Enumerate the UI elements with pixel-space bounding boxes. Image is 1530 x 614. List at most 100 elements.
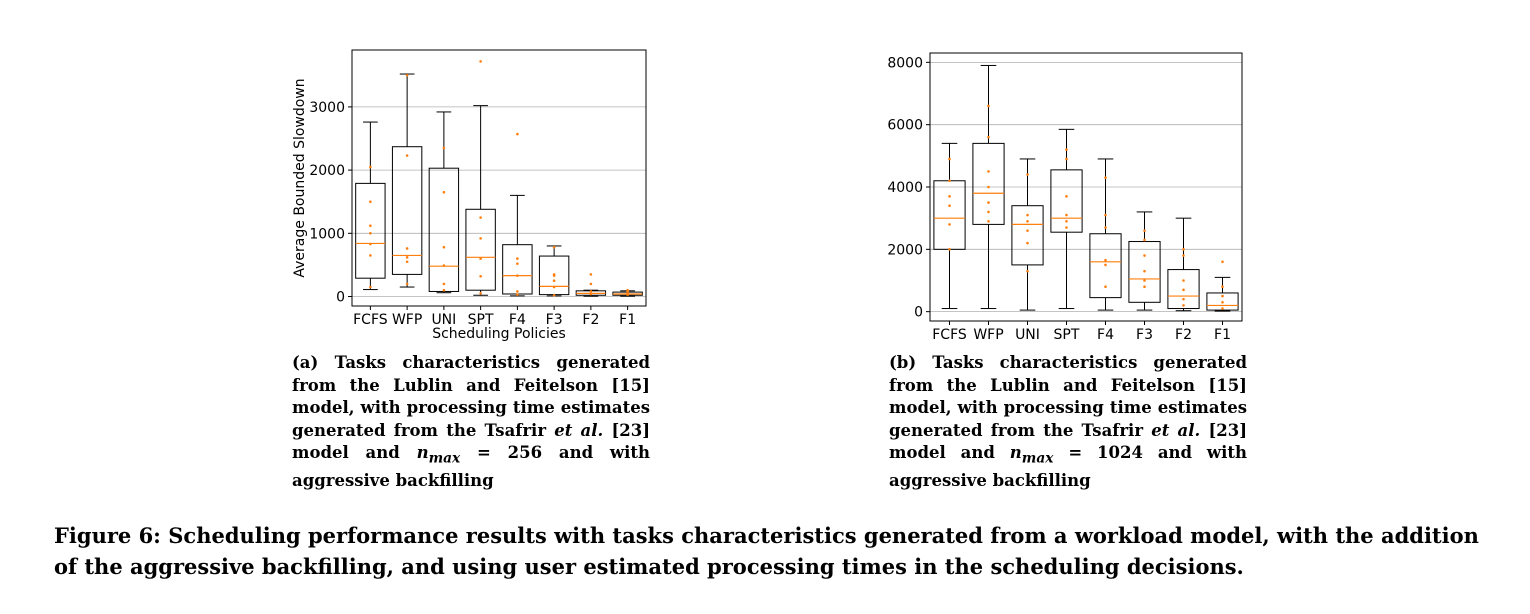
data-point	[552, 293, 556, 297]
x-tick-label: F2	[1175, 327, 1192, 343]
plot-frame	[351, 49, 647, 307]
data-point	[1221, 294, 1224, 298]
data-point	[479, 257, 482, 260]
data-point	[987, 170, 990, 173]
data-point	[987, 201, 990, 204]
x-tick-label: F1	[1214, 327, 1231, 343]
data-point	[1104, 213, 1107, 217]
caption-b-text2: [23] model and	[889, 420, 1248, 463]
y-tick-label: 2000	[887, 242, 923, 258]
y-tick-label: 2000	[309, 163, 345, 179]
data-point	[589, 292, 593, 296]
figure-caption: Figure 6: Scheduling performance results…	[54, 523, 1479, 579]
x-tick-label: WFP	[392, 312, 422, 328]
data-point	[479, 60, 482, 63]
data-point	[1182, 304, 1185, 307]
x-tick-label: UNI	[1015, 327, 1040, 343]
plot-frame	[929, 52, 1243, 322]
data-point	[1143, 285, 1146, 289]
caption-b-label: (b)	[889, 353, 917, 372]
y-tick-label: 4000	[887, 180, 923, 196]
x-tick-label: WFP	[973, 327, 1003, 343]
data-point	[479, 216, 482, 219]
data-point	[442, 245, 446, 249]
caption-a-text1: Tasks characteristics generated from the…	[292, 353, 650, 440]
data-point	[1065, 157, 1068, 161]
chart-b: 0 2000 4000 6000 8000 FCFS WFP UNI SPT F4 F3 F2 F1	[870, 45, 1260, 350]
data-point	[948, 157, 951, 161]
data-point	[1104, 176, 1107, 179]
data-point	[1143, 269, 1146, 273]
data-point	[1026, 229, 1029, 232]
data-point	[589, 282, 593, 286]
data-point	[405, 282, 409, 286]
x-tick-label: FCFS	[353, 312, 388, 328]
data-point	[1182, 297, 1185, 301]
data-point	[1026, 219, 1029, 223]
data-point	[1182, 288, 1185, 292]
caption-b-text1: Tasks characteristics generated from the…	[889, 353, 1247, 440]
data-point	[552, 273, 556, 276]
data-point	[369, 232, 372, 235]
data-point	[405, 73, 409, 77]
box-wfp	[972, 142, 1005, 225]
x-tick-label: F3	[1136, 327, 1153, 343]
data-point	[626, 292, 629, 295]
data-point	[1182, 279, 1185, 282]
data-point	[1143, 279, 1146, 282]
data-point	[405, 260, 409, 264]
x-tick-label: F3	[546, 312, 563, 328]
subfigure-caption-a: (a) Tasks characteristics generated from…	[292, 352, 650, 493]
x-tick-label: FCFS	[932, 327, 967, 343]
y-tick-label: 1000	[309, 226, 345, 242]
data-point	[442, 264, 446, 267]
data-point	[552, 285, 556, 289]
data-point	[948, 179, 951, 183]
box-f1	[1206, 292, 1239, 311]
data-point	[516, 274, 519, 277]
data-point	[479, 237, 482, 240]
y-tick-label: 8000	[887, 55, 923, 71]
box-f4	[502, 244, 533, 295]
x-tick-label: F2	[582, 312, 599, 328]
data-point	[369, 285, 372, 289]
box-spt	[465, 208, 496, 291]
data-point	[516, 257, 519, 260]
data-point	[1143, 254, 1146, 257]
data-point	[516, 132, 519, 136]
data-point	[987, 210, 990, 214]
chart-b-svg: 0 2000 4000 6000 8000 FCFS WFP UNI SPT F4 F3 F2 F1	[887, 52, 1243, 343]
x-tick-label: F4	[1097, 327, 1114, 343]
data-point	[1104, 263, 1107, 267]
data-point	[1026, 213, 1029, 217]
data-point	[626, 288, 629, 292]
box-f3	[1128, 241, 1161, 303]
data-point	[1104, 226, 1107, 229]
data-point	[1065, 219, 1068, 223]
data-point	[1065, 195, 1068, 198]
data-point	[987, 135, 990, 139]
data-point	[552, 279, 556, 283]
box-spt	[1050, 169, 1083, 233]
data-point	[442, 282, 446, 286]
data-point	[1104, 258, 1107, 262]
caption-a-text2: [23] model and	[292, 420, 651, 463]
subfigure-caption-b: (b) Tasks characteristics generated from…	[889, 352, 1247, 493]
data-point	[552, 245, 556, 249]
caption-b-nmax-sub: max	[1021, 450, 1054, 467]
data-point	[516, 262, 519, 265]
data-point	[369, 224, 372, 228]
y-tick-label: 6000	[887, 118, 923, 134]
y-tick-label: 0	[914, 305, 923, 321]
data-point	[516, 293, 519, 296]
caption-a-etal: et al.	[554, 420, 604, 440]
data-point	[589, 290, 593, 293]
caption-a-nmax: n	[416, 443, 429, 463]
data-point	[948, 223, 951, 226]
data-point	[1026, 269, 1029, 273]
data-point	[1182, 248, 1185, 251]
x-tick-label: F1	[619, 312, 636, 328]
caption-a-nmax-sub: max	[428, 450, 461, 467]
data-point	[1143, 238, 1146, 242]
data-point	[479, 292, 482, 295]
